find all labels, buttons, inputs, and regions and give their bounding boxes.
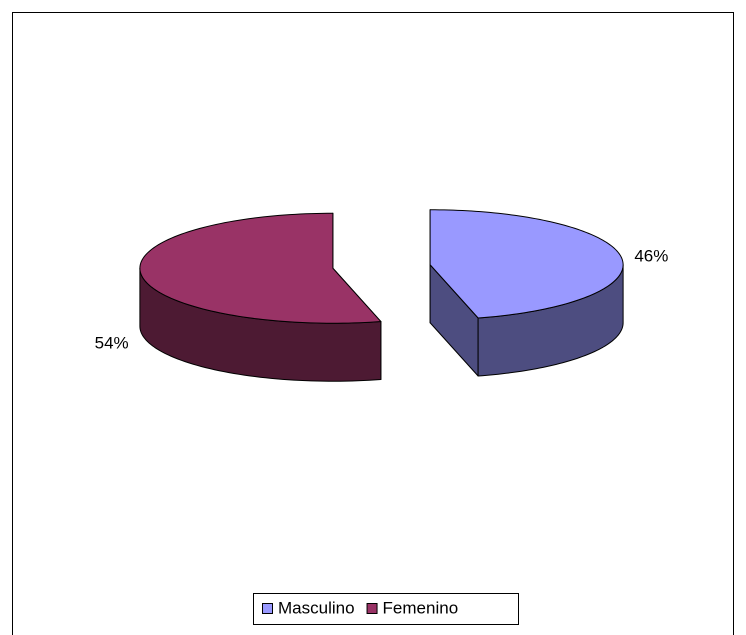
legend-label: Femenino: [383, 598, 459, 617]
data-label: 46%: [634, 247, 668, 266]
slice: [139, 212, 382, 324]
legend-box: [253, 593, 519, 625]
legend-swatch: [262, 603, 273, 614]
data-label: 54%: [95, 333, 129, 352]
legend-label: Masculino: [278, 598, 355, 617]
legend-swatch: [366, 603, 378, 614]
slice: [429, 209, 624, 319]
